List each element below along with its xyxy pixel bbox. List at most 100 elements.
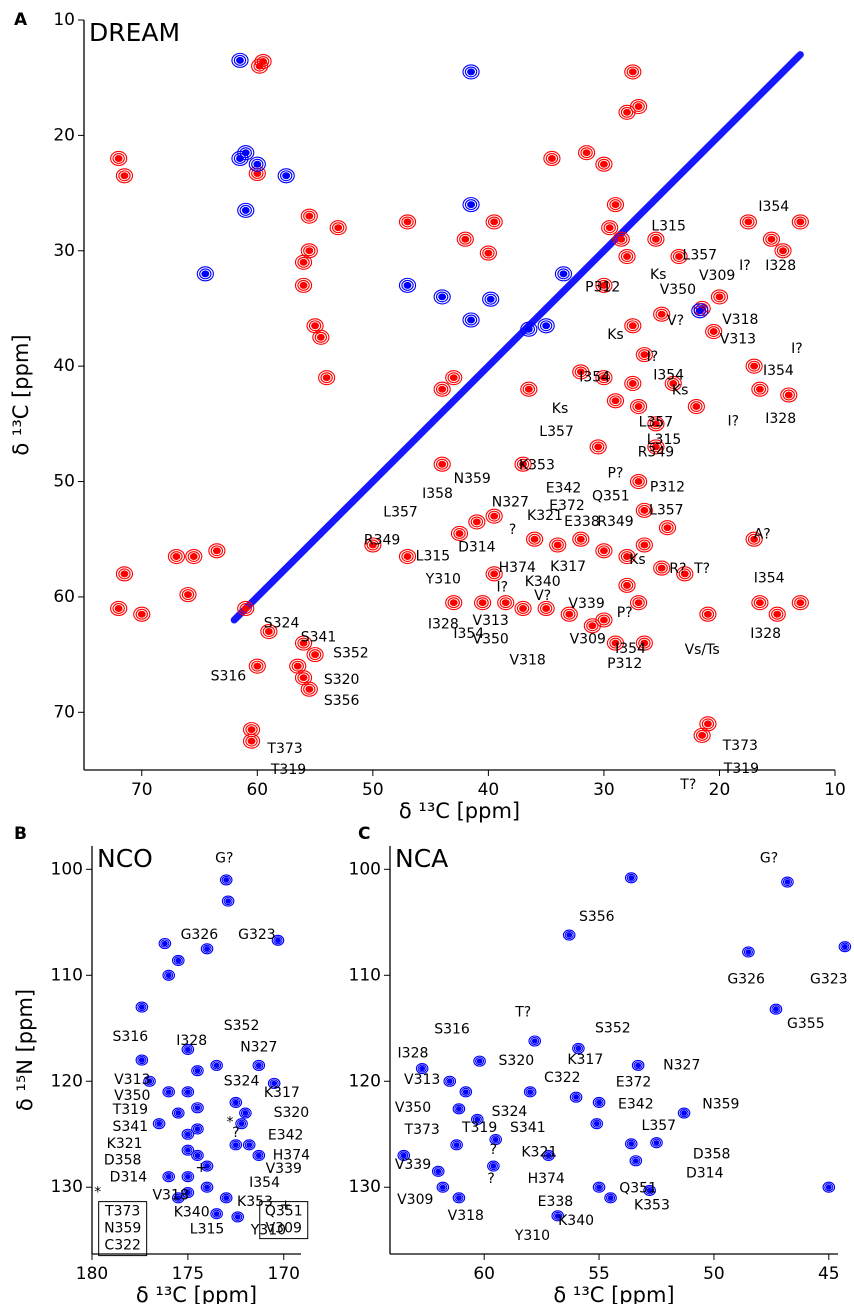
box-label: C322 [104, 1238, 141, 1254]
peak-label: Ks [552, 401, 568, 417]
peak [710, 289, 729, 305]
contour [491, 1135, 501, 1144]
contour [490, 1163, 497, 1169]
contour [419, 1065, 426, 1072]
peak-label: ? [487, 1171, 494, 1187]
contour [594, 1183, 604, 1192]
contour [643, 1184, 656, 1196]
peak-label: T319 [112, 1102, 148, 1118]
contour [251, 168, 264, 179]
contour [784, 879, 791, 885]
peak [143, 1075, 156, 1087]
contour [499, 597, 512, 609]
contour [232, 1142, 239, 1148]
contour [490, 218, 499, 226]
contour [617, 235, 626, 243]
peak [676, 566, 694, 582]
peak-label: S341 [510, 1120, 546, 1136]
peak-label: E338 [564, 514, 600, 530]
contour [489, 1133, 502, 1146]
peak [569, 1091, 583, 1103]
contour [475, 1057, 485, 1066]
contour [565, 610, 574, 618]
contour [191, 1123, 204, 1135]
x-tick-label: 20 [709, 780, 731, 800]
contour [634, 103, 643, 111]
contour [308, 320, 322, 332]
contour [791, 214, 809, 230]
contour [194, 1068, 201, 1074]
peak-label: V? [667, 313, 684, 329]
peak [618, 548, 636, 565]
contour [223, 897, 233, 906]
peak [551, 1210, 565, 1222]
contour [609, 395, 622, 407]
contour [303, 245, 316, 257]
peak [691, 303, 709, 319]
contour [162, 969, 175, 981]
peak [200, 943, 214, 955]
contour [223, 1195, 230, 1201]
contour [255, 1062, 262, 1069]
contour [516, 458, 530, 470]
peak [629, 1155, 643, 1167]
contour [618, 248, 636, 265]
peak-label: L357 [639, 415, 674, 431]
contour [628, 322, 637, 330]
contour [776, 245, 790, 257]
x-tick-label: 40 [478, 780, 500, 800]
contour [329, 220, 347, 236]
peak [252, 1149, 266, 1161]
contour [299, 281, 308, 289]
peak-label: I354 [754, 570, 785, 586]
peak [618, 577, 636, 593]
contour [436, 1181, 450, 1193]
contour [588, 622, 597, 630]
contour [597, 614, 611, 626]
peak [647, 439, 665, 455]
contour [661, 522, 674, 534]
contour [657, 564, 666, 572]
contour [242, 1139, 256, 1151]
contour [438, 385, 447, 393]
contour [219, 1192, 233, 1204]
contour [152, 1118, 166, 1130]
contour [114, 154, 123, 162]
y-tick-label: 120 [51, 1071, 83, 1091]
contour [462, 64, 480, 80]
contour [165, 1173, 172, 1180]
contour [445, 370, 463, 386]
contour [530, 535, 539, 543]
contour [539, 603, 553, 614]
contour [765, 233, 778, 245]
contour [794, 597, 807, 609]
contour [318, 370, 336, 386]
contour [467, 68, 475, 76]
contour [239, 1107, 252, 1119]
contour [488, 1161, 498, 1171]
contour [632, 597, 645, 609]
y-tick-label: 110 [51, 965, 83, 985]
peak-label: * [94, 1185, 101, 1201]
peak [254, 53, 272, 70]
x-tick-label: 170 [268, 1264, 300, 1284]
contour [433, 381, 451, 397]
contour [640, 639, 649, 647]
peak [473, 1055, 486, 1067]
peak [248, 165, 266, 182]
peak [664, 375, 682, 392]
contour [632, 401, 645, 412]
contour [794, 216, 807, 228]
contour [241, 149, 250, 157]
peak-label: S320 [324, 672, 360, 688]
contour [164, 1172, 174, 1181]
peak [208, 543, 226, 559]
peak-label: V350 [660, 282, 696, 298]
peak-label: Ks [607, 327, 623, 343]
contour [438, 293, 447, 301]
peak [482, 291, 500, 307]
contour [635, 502, 653, 518]
contour [628, 875, 635, 881]
peak-label: K317 [567, 1052, 603, 1068]
